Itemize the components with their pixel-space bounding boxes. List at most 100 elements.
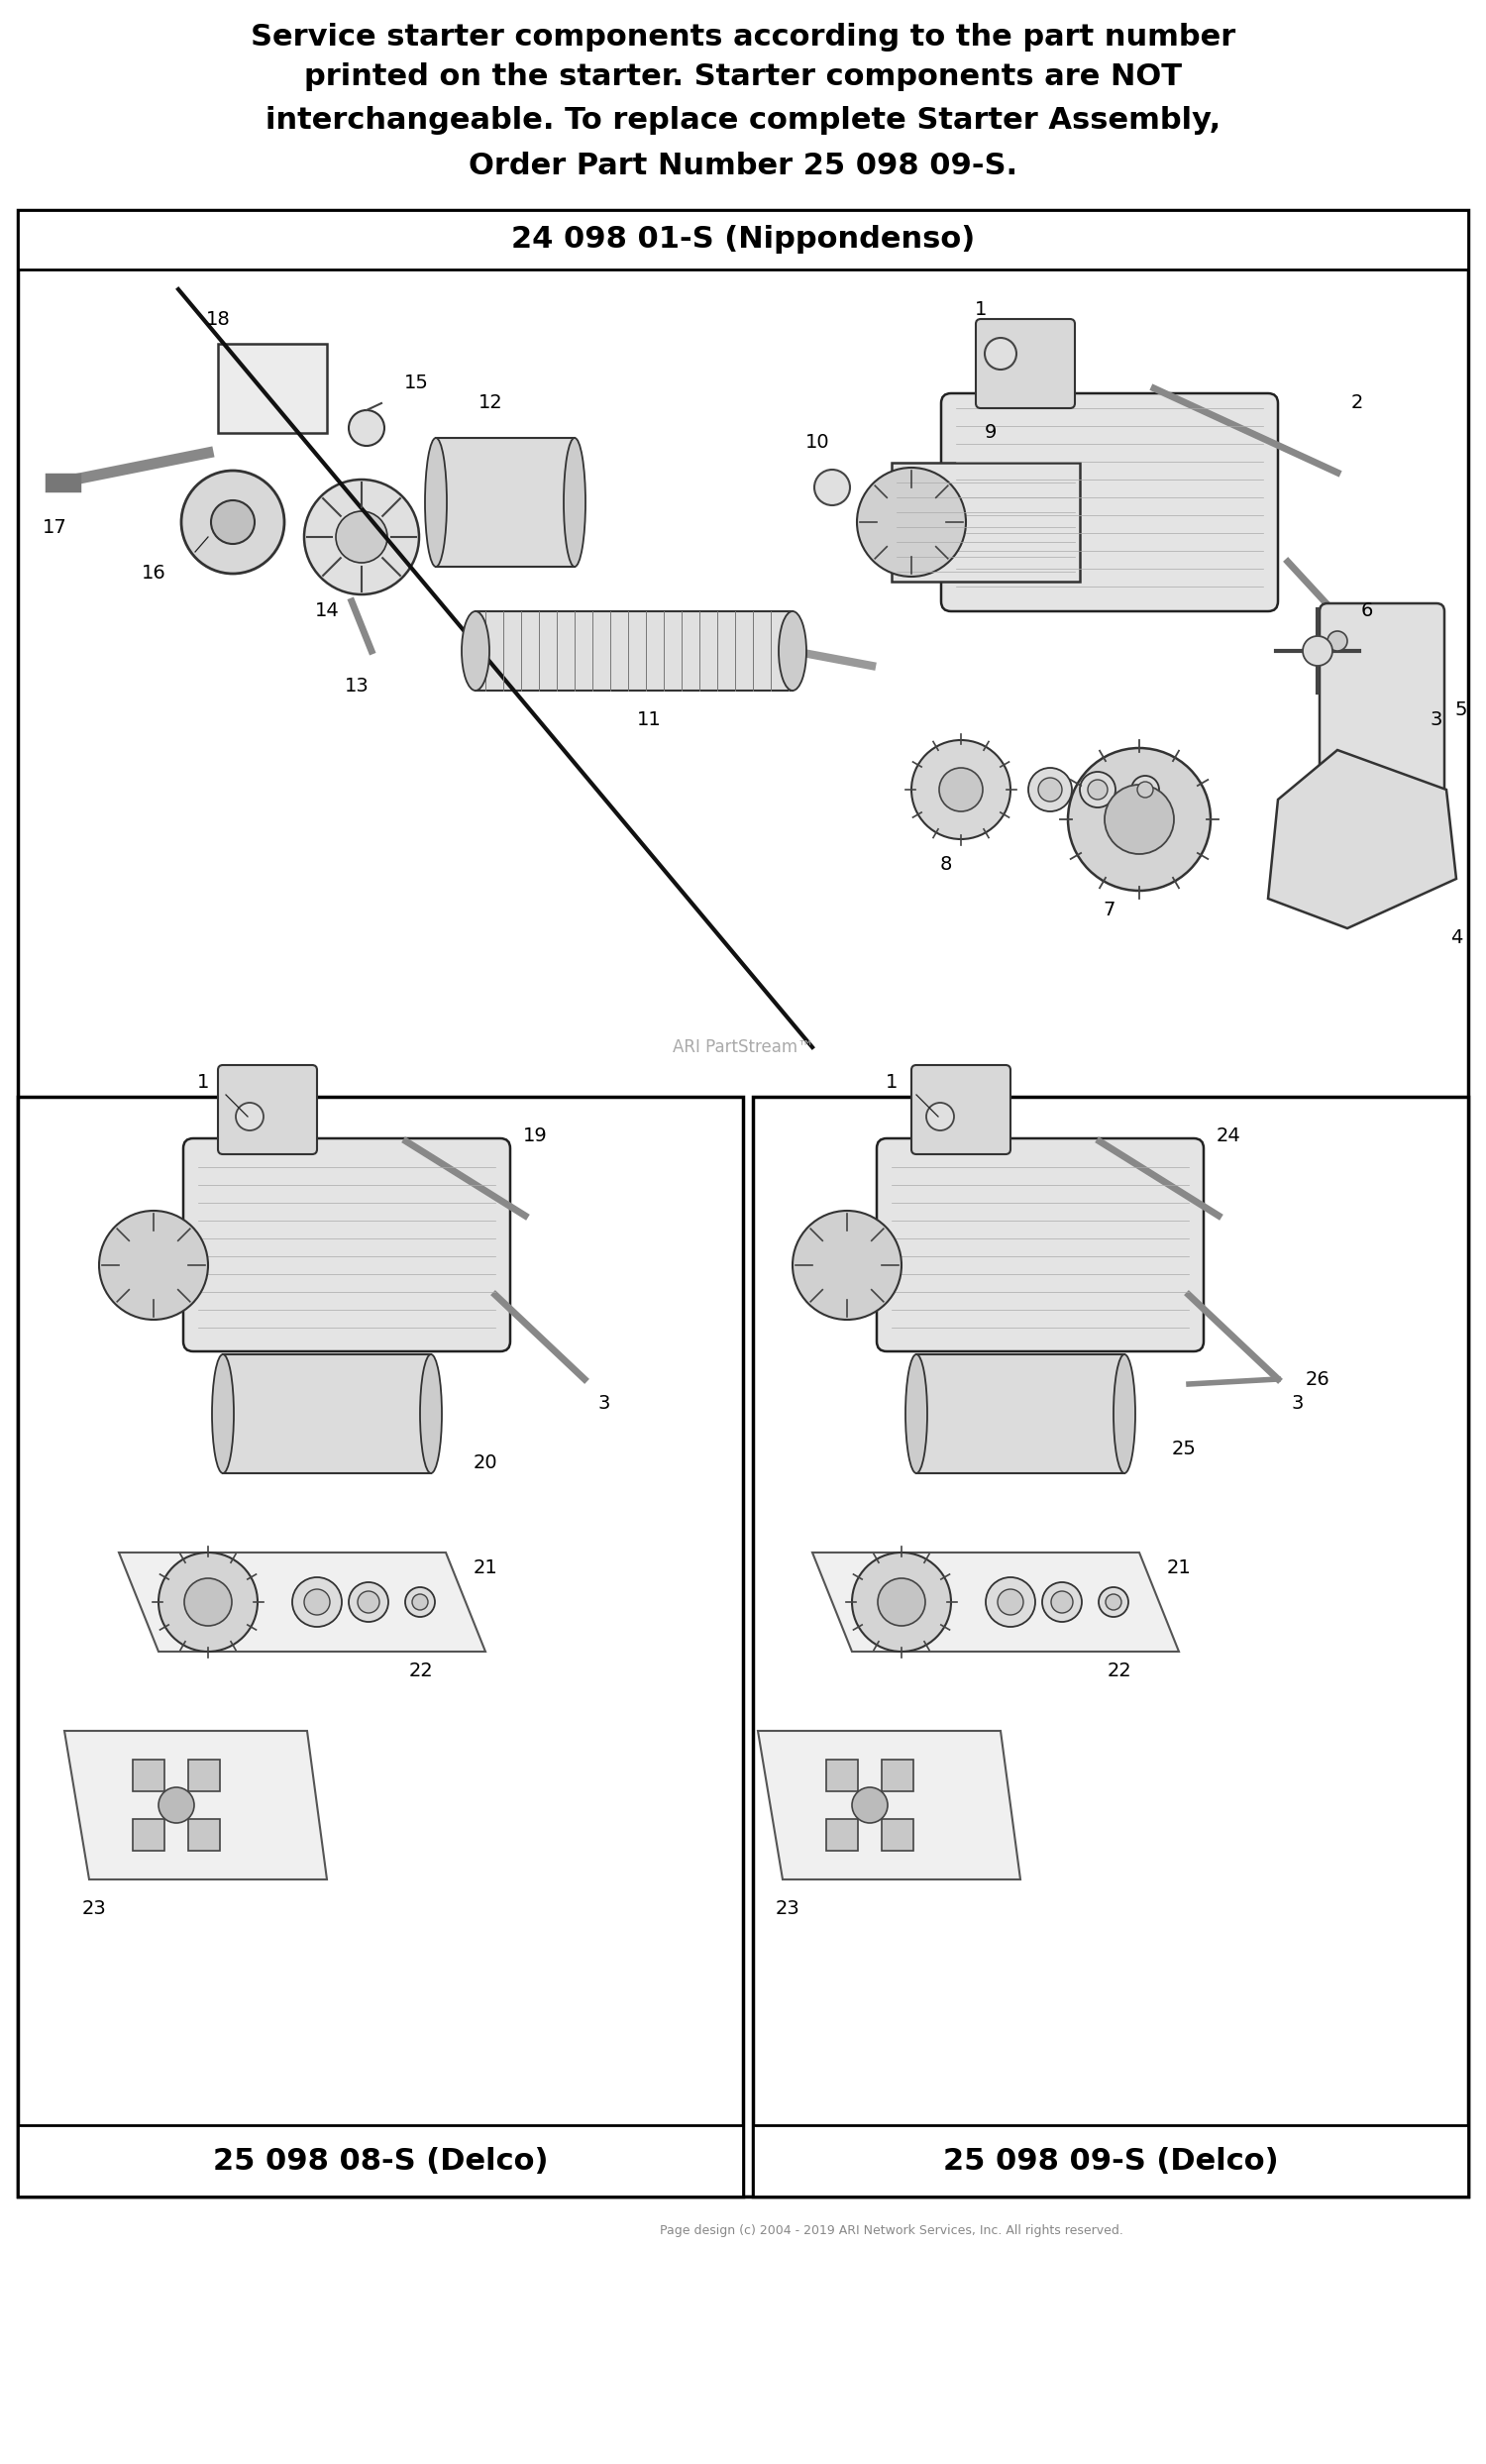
Text: printed on the starter. Starter components are NOT: printed on the starter. Starter componen… <box>305 62 1181 91</box>
Ellipse shape <box>425 439 447 567</box>
Text: 2: 2 <box>1351 394 1363 411</box>
Text: 9: 9 <box>985 424 997 444</box>
Text: 23: 23 <box>776 1900 799 1919</box>
Circle shape <box>857 468 966 577</box>
FancyBboxPatch shape <box>976 318 1074 409</box>
Circle shape <box>1131 776 1159 803</box>
FancyBboxPatch shape <box>877 1138 1204 1350</box>
Circle shape <box>911 739 1010 840</box>
Circle shape <box>1137 781 1153 798</box>
Text: 5: 5 <box>1455 700 1467 719</box>
Text: 6: 6 <box>1361 601 1373 621</box>
Circle shape <box>211 500 254 545</box>
Text: 18: 18 <box>205 310 230 328</box>
Bar <box>881 1818 914 1850</box>
Circle shape <box>293 1577 342 1626</box>
Circle shape <box>1042 1582 1082 1621</box>
Bar <box>189 1818 220 1850</box>
Text: 3: 3 <box>1431 712 1443 729</box>
Polygon shape <box>813 1552 1178 1651</box>
Text: 25 098 08-S (Delco): 25 098 08-S (Delco) <box>212 2146 548 2176</box>
Text: 10: 10 <box>805 434 829 453</box>
Text: 22: 22 <box>409 1663 434 1680</box>
Circle shape <box>181 471 284 574</box>
Polygon shape <box>64 1730 327 1880</box>
Bar <box>881 1759 914 1791</box>
Text: 12: 12 <box>478 394 502 411</box>
Text: 21: 21 <box>1167 1557 1192 1577</box>
Bar <box>753 2124 1468 2195</box>
FancyBboxPatch shape <box>218 1064 317 1153</box>
Text: 1: 1 <box>198 1072 210 1092</box>
Text: 3: 3 <box>1291 1395 1303 1414</box>
Circle shape <box>878 1579 926 1626</box>
Text: ARI PartStream™: ARI PartStream™ <box>672 1037 814 1057</box>
Circle shape <box>100 1210 208 1321</box>
Circle shape <box>985 338 1016 370</box>
Polygon shape <box>119 1552 486 1651</box>
Bar <box>476 611 792 690</box>
Ellipse shape <box>1113 1355 1135 1473</box>
Circle shape <box>159 1552 257 1651</box>
FancyBboxPatch shape <box>911 1064 1010 1153</box>
Bar <box>18 1096 743 2195</box>
Circle shape <box>236 1104 263 1131</box>
Bar <box>189 1759 220 1791</box>
Bar <box>18 209 1468 269</box>
Text: 24 098 01-S (Nippondenso): 24 098 01-S (Nippondenso) <box>511 224 975 254</box>
Circle shape <box>792 1210 902 1321</box>
Circle shape <box>814 471 850 505</box>
Text: 3: 3 <box>599 1395 611 1414</box>
Ellipse shape <box>905 1355 927 1473</box>
Text: 16: 16 <box>141 564 166 584</box>
FancyBboxPatch shape <box>1320 604 1444 818</box>
Ellipse shape <box>462 611 489 690</box>
Circle shape <box>412 1594 428 1609</box>
Text: Service starter components according to the part number: Service starter components according to … <box>251 22 1235 52</box>
Text: 21: 21 <box>473 1557 498 1577</box>
Text: 20: 20 <box>473 1454 498 1473</box>
Text: Page design (c) 2004 - 2019 ARI Network Services, Inc. All rights reserved.: Page design (c) 2004 - 2019 ARI Network … <box>660 2225 1123 2237</box>
Circle shape <box>305 480 419 594</box>
Bar <box>753 1096 1468 2195</box>
Circle shape <box>1303 636 1333 665</box>
Text: 15: 15 <box>404 375 428 392</box>
Circle shape <box>1028 769 1071 811</box>
Polygon shape <box>758 1730 1021 1880</box>
Bar <box>132 1818 165 1850</box>
Text: 25: 25 <box>1171 1439 1196 1459</box>
Text: 25 098 09-S (Delco): 25 098 09-S (Delco) <box>942 2146 1278 2176</box>
Bar <box>892 463 1080 582</box>
Bar <box>826 1818 857 1850</box>
FancyBboxPatch shape <box>941 394 1278 611</box>
Bar <box>132 1759 165 1791</box>
Bar <box>435 439 575 567</box>
Circle shape <box>1088 779 1107 798</box>
Text: interchangeable. To replace complete Starter Assembly,: interchangeable. To replace complete Sta… <box>266 106 1220 136</box>
Bar <box>223 1355 431 1473</box>
FancyBboxPatch shape <box>183 1138 510 1350</box>
Bar <box>18 209 1468 2195</box>
Ellipse shape <box>421 1355 441 1473</box>
Circle shape <box>159 1786 195 1823</box>
Ellipse shape <box>563 439 585 567</box>
Ellipse shape <box>212 1355 233 1473</box>
Circle shape <box>336 510 388 562</box>
Text: 19: 19 <box>523 1126 547 1146</box>
Text: 13: 13 <box>345 675 369 695</box>
Text: 4: 4 <box>1450 929 1462 949</box>
Text: 7: 7 <box>1104 902 1116 919</box>
Bar <box>218 345 327 434</box>
Circle shape <box>1104 784 1174 855</box>
Circle shape <box>851 1552 951 1651</box>
Text: 22: 22 <box>1107 1663 1132 1680</box>
Circle shape <box>349 409 385 446</box>
Text: 1: 1 <box>975 301 987 318</box>
Circle shape <box>1039 779 1062 801</box>
Circle shape <box>939 769 982 811</box>
Circle shape <box>1327 631 1348 650</box>
Bar <box>18 2124 743 2195</box>
Text: 1: 1 <box>886 1072 898 1092</box>
Circle shape <box>358 1592 379 1614</box>
Circle shape <box>1098 1587 1128 1616</box>
